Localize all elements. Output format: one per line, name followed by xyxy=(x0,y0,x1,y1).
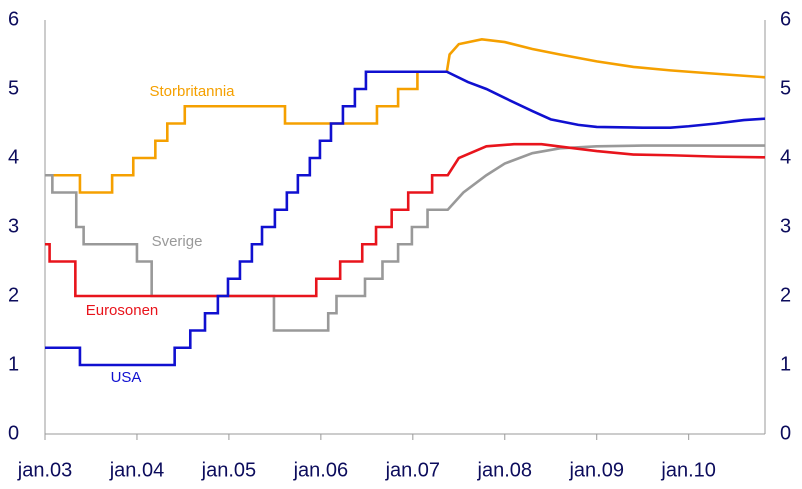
series-line xyxy=(45,144,765,332)
y2-tick-label: 0 xyxy=(780,422,791,444)
y-tick-label: 5 xyxy=(8,77,19,99)
x-tick-label: jan.07 xyxy=(385,459,441,481)
x-tick-label: jan.06 xyxy=(293,459,349,481)
series-line xyxy=(45,38,766,194)
x-tick-label: jan.03 xyxy=(17,459,73,481)
series-line xyxy=(45,70,766,367)
y-tick-label: 4 xyxy=(8,146,19,168)
y2-tick-label: 5 xyxy=(780,77,791,99)
x-tick-label: jan.04 xyxy=(109,459,165,481)
series-label: Sverige xyxy=(152,233,203,250)
y2-tick-label: 4 xyxy=(780,146,791,168)
y-tick-label: 0 xyxy=(8,422,19,444)
y-tick-label: 6 xyxy=(8,8,19,30)
series-label: USA xyxy=(111,369,142,386)
x-tick-label: jan.10 xyxy=(660,459,716,481)
y2-tick-label: 2 xyxy=(780,284,791,306)
x-tick-label: jan.08 xyxy=(477,459,533,481)
series-label: Eurosonen xyxy=(86,302,159,319)
y2-tick-label: 3 xyxy=(780,215,791,237)
y-tick-label: 3 xyxy=(8,215,19,237)
series-label: Storbritannia xyxy=(149,83,235,100)
y-tick-label: 2 xyxy=(8,284,19,306)
y2-tick-label: 1 xyxy=(780,353,791,375)
series-line xyxy=(45,142,766,298)
x-tick-label: jan.05 xyxy=(201,459,257,481)
y2-tick-label: 6 xyxy=(780,8,791,30)
y-tick-label: 1 xyxy=(8,353,19,375)
x-tick-label: jan.09 xyxy=(568,459,624,481)
